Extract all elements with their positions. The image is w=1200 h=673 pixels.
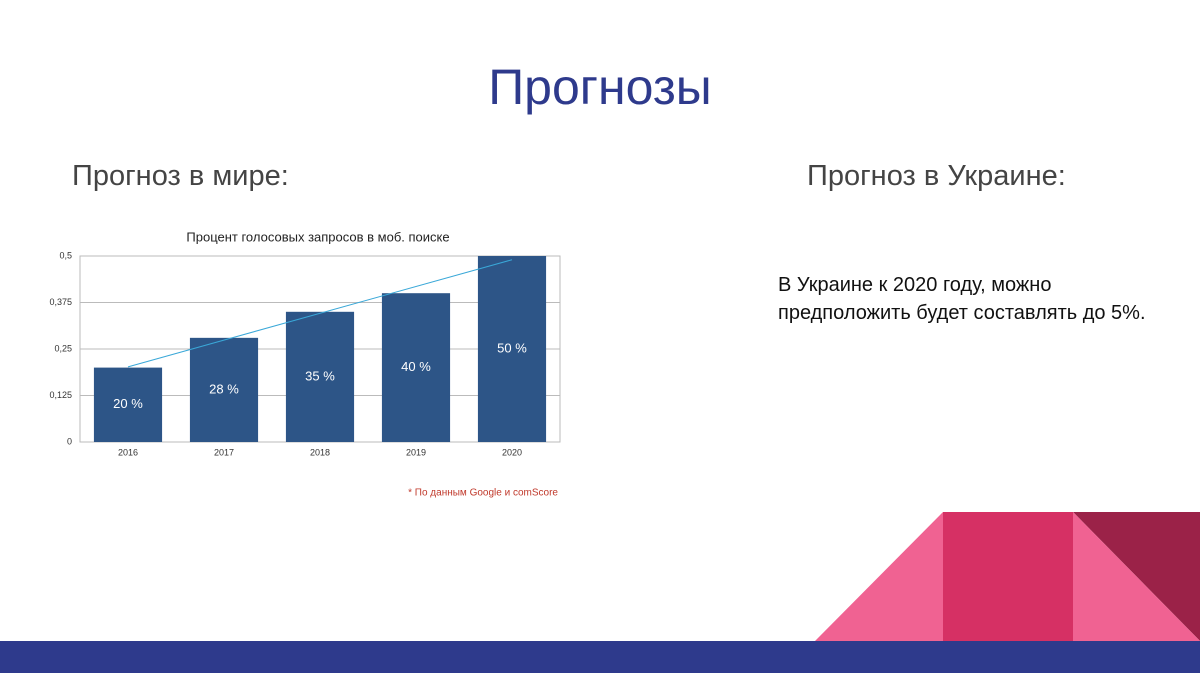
x-tick-label: 2016: [118, 447, 138, 457]
value-label: 40 %: [401, 359, 431, 374]
decor: [943, 512, 1073, 641]
y-tick-label: 0,5: [59, 250, 72, 260]
decor: [1073, 512, 1200, 641]
value-label: 20 %: [113, 396, 143, 411]
bar: [285, 311, 355, 442]
footnote: * По данным Google и comScore: [408, 488, 558, 499]
x-tick-label: 2019: [406, 447, 426, 457]
y-tick-label: 0: [67, 436, 72, 446]
bar: [381, 293, 451, 442]
right-text: В Украине к 2020 году, можно предположит…: [778, 274, 1146, 324]
x-tick-label: 2020: [502, 447, 522, 457]
trendline: [127, 259, 513, 368]
value-label: 28 %: [209, 381, 239, 396]
slide-title: Прогнозы: [488, 59, 712, 115]
y-tick-label: 0,125: [49, 390, 72, 400]
y-tick-label: 0,375: [49, 297, 72, 307]
x-tick-label: 2018: [310, 447, 330, 457]
value-label: 35 %: [305, 368, 335, 383]
value-label: 50 %: [497, 340, 527, 355]
bar: [477, 256, 547, 442]
footer-bar: [0, 641, 1200, 673]
bar: [189, 337, 259, 442]
x-tick-label: 2017: [214, 447, 234, 457]
left-heading: Прогноз в мире:: [72, 160, 289, 192]
right-heading: Прогноз в Украине:: [807, 160, 1066, 192]
decor: [815, 512, 943, 641]
y-tick-label: 0,25: [54, 343, 72, 353]
bar: [93, 367, 163, 442]
chart-title: Процент голосовых запросов в моб. поиске: [186, 229, 449, 244]
